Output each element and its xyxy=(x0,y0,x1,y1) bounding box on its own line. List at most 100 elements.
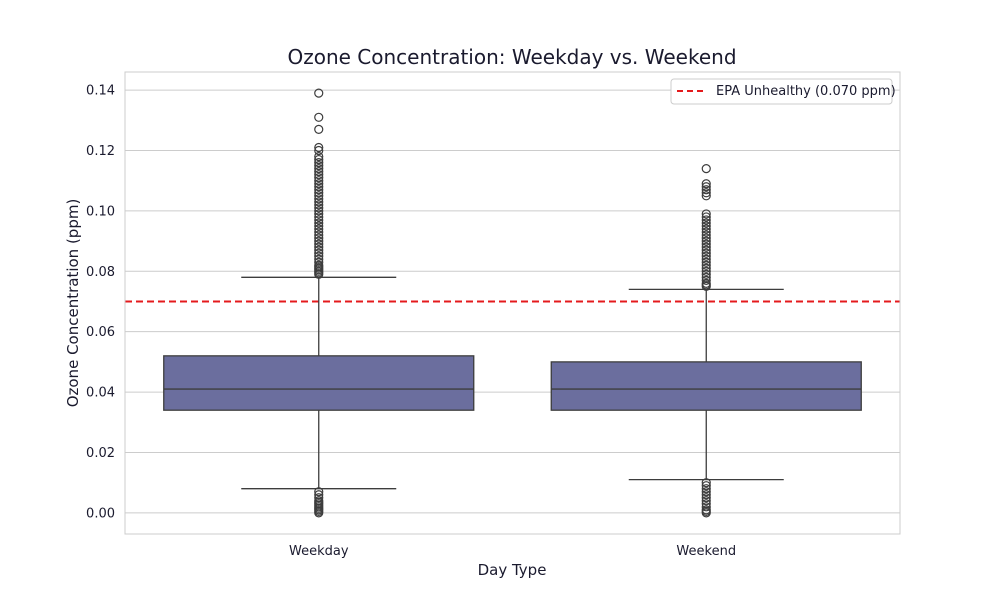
outlier-point xyxy=(701,221,711,231)
outlier-point xyxy=(314,260,324,270)
box-layer xyxy=(163,88,862,518)
outlier-point xyxy=(314,194,324,204)
outlier-point xyxy=(314,182,324,192)
legend-box xyxy=(670,78,893,105)
x-tick-label: Weekday xyxy=(289,544,349,559)
outlier-point xyxy=(701,278,711,288)
outlier-point xyxy=(314,167,324,177)
x-tick-label: Weekend xyxy=(676,544,736,559)
y-axis-label: Ozone Concentration (ppm) xyxy=(64,199,82,408)
outlier-point xyxy=(701,215,711,225)
outlier-point xyxy=(314,200,324,210)
outlier-point xyxy=(701,257,711,267)
outlier-point xyxy=(314,490,324,500)
outlier-point xyxy=(314,197,324,207)
y-tick-label: 0.14 xyxy=(86,84,115,99)
outlier-point xyxy=(314,176,324,186)
outlier-point xyxy=(314,215,324,225)
x-axis-label: Day Type xyxy=(478,561,547,579)
outlier-point xyxy=(314,203,324,213)
outlier-point xyxy=(314,151,324,162)
outlier-point xyxy=(314,185,324,195)
outlier-point xyxy=(701,490,711,500)
outlier-point xyxy=(314,221,324,231)
outlier-point xyxy=(701,493,711,503)
outlier-point xyxy=(314,206,324,216)
outlier-point xyxy=(314,209,324,219)
y-tick-label: 0.04 xyxy=(86,386,115,401)
legend-label: EPA Unhealthy (0.070 ppm) xyxy=(716,84,896,99)
outlier-point xyxy=(701,505,711,515)
y-tick-label: 0.02 xyxy=(86,446,115,461)
y-tick-label: 0.06 xyxy=(86,325,115,340)
outlier-point xyxy=(701,269,711,279)
outlier-point xyxy=(314,487,324,497)
outlier-point xyxy=(701,164,711,174)
outlier-point xyxy=(314,164,324,174)
outlier-point xyxy=(314,224,324,234)
outlier-point xyxy=(314,230,324,240)
outlier-point xyxy=(701,260,711,270)
outlier-point xyxy=(314,233,324,243)
box-weekday xyxy=(163,88,475,518)
y-tick-label: 0.12 xyxy=(86,144,115,159)
outlier-point xyxy=(701,245,711,255)
outlier-point xyxy=(701,179,711,189)
outlier-point xyxy=(314,242,324,252)
y-tick-labels: 0.00 0.02 0.04 0.06 0.08 0.10 0.12 0.14 xyxy=(86,84,115,522)
outlier-point xyxy=(314,496,324,506)
outlier-point xyxy=(701,188,711,198)
outlier-point xyxy=(314,227,324,237)
box-weekend xyxy=(550,164,862,518)
outlier-point xyxy=(701,254,711,264)
outlier-point xyxy=(314,212,324,222)
iqr-box xyxy=(163,355,475,411)
outlier-point xyxy=(314,173,324,183)
outlier-point xyxy=(314,191,324,201)
outlier-point xyxy=(701,239,711,249)
outlier-point xyxy=(701,502,711,512)
outlier-point xyxy=(314,188,324,198)
outlier-point xyxy=(701,227,711,237)
outlier-point xyxy=(701,481,711,491)
outlier-point xyxy=(701,478,711,488)
outlier-point xyxy=(701,263,711,273)
outlier-point xyxy=(701,484,711,494)
outlier-point xyxy=(701,251,711,261)
outlier-point xyxy=(701,496,711,506)
x-tick-labels: Weekday Weekend xyxy=(289,544,736,559)
outlier-point xyxy=(314,179,324,189)
plot-frame xyxy=(124,71,901,535)
y-tick-label: 0.00 xyxy=(86,506,115,521)
outlier-point xyxy=(314,254,324,264)
outlier-point xyxy=(701,218,711,228)
outlier-point xyxy=(701,185,711,195)
chart-title: Ozone Concentration: Weekday vs. Weekend xyxy=(287,45,736,69)
y-tick-label: 0.10 xyxy=(86,204,115,219)
outlier-point xyxy=(314,124,324,134)
outlier-point xyxy=(314,493,324,503)
outlier-point xyxy=(701,191,711,201)
outlier-point xyxy=(701,242,711,252)
outlier-point xyxy=(701,233,711,243)
outlier-point xyxy=(314,88,324,98)
outlier-point xyxy=(701,275,711,285)
outlier-point xyxy=(701,182,711,192)
outlier-point xyxy=(701,248,711,258)
outlier-point xyxy=(314,251,324,261)
outlier-point xyxy=(314,112,324,122)
outlier-point xyxy=(701,499,711,509)
outlier-point xyxy=(314,157,324,168)
outlier-point xyxy=(314,257,324,267)
outlier-point xyxy=(314,142,324,153)
outlier-point xyxy=(314,248,324,258)
outlier-point xyxy=(701,224,711,234)
outlier-point xyxy=(314,161,324,171)
outlier-point xyxy=(701,236,711,246)
outlier-point xyxy=(701,209,711,219)
y-tick-label: 0.08 xyxy=(86,265,115,280)
plot-area xyxy=(125,72,900,534)
outlier-point xyxy=(701,230,711,240)
